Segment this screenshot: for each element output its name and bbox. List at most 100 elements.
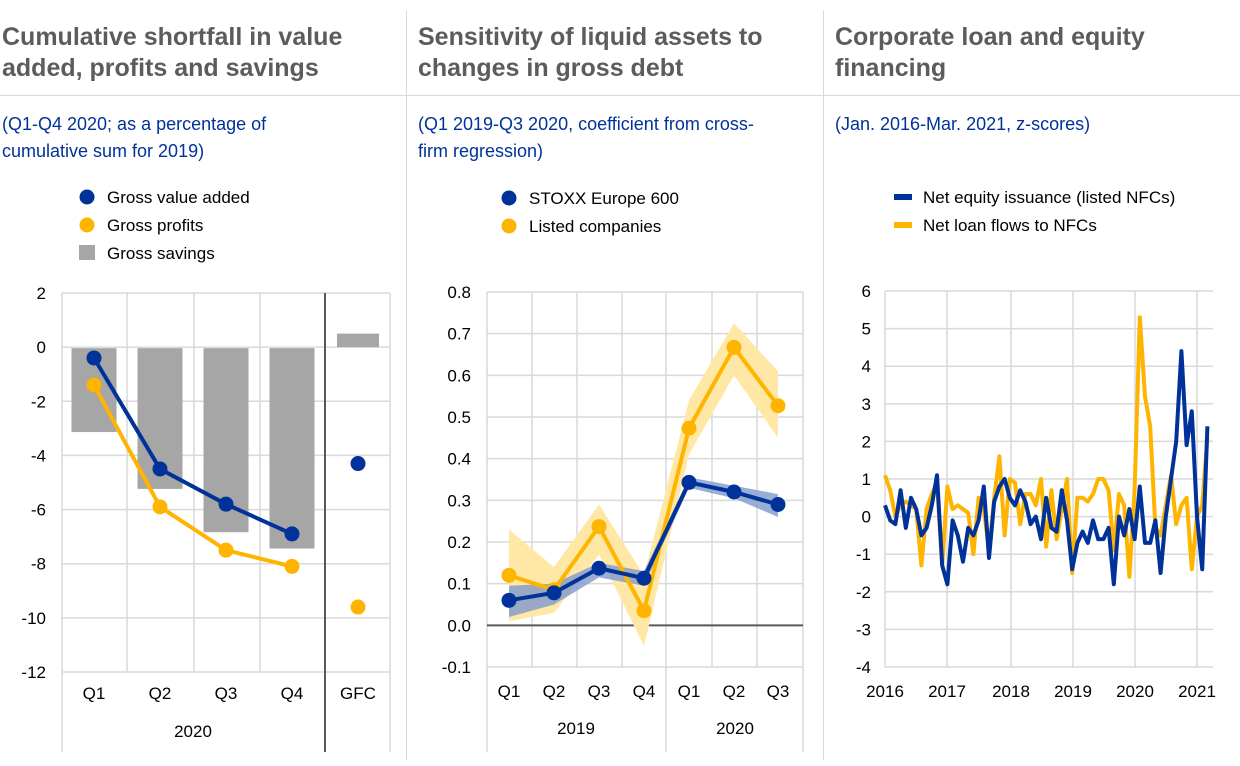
title-line: Corporate loan and equity bbox=[835, 23, 1145, 51]
data-point bbox=[501, 567, 517, 583]
panel-title: Cumulative shortfall in value added, pro… bbox=[2, 22, 342, 84]
panel-sensitivity: Sensitivity of liquid assets to changes … bbox=[418, 0, 823, 766]
x-tick-label: Q2 bbox=[149, 684, 172, 703]
x-tick-label: Q1 bbox=[678, 682, 701, 701]
data-point bbox=[770, 497, 786, 512]
x-tick-label: Q4 bbox=[633, 682, 656, 701]
data-point bbox=[152, 461, 168, 477]
data-point bbox=[636, 570, 652, 586]
y-tick-label: 2 bbox=[37, 284, 46, 303]
legend-label: Gross profits bbox=[107, 216, 203, 235]
data-point bbox=[726, 484, 742, 500]
y-tick-label: -2 bbox=[856, 583, 871, 602]
legend-label: Listed companies bbox=[529, 217, 661, 236]
confidence-band bbox=[509, 323, 778, 647]
divider bbox=[823, 10, 824, 760]
legend-marker-icon bbox=[894, 194, 912, 200]
y-tick-label: 0 bbox=[862, 508, 871, 527]
data-point bbox=[284, 558, 300, 574]
y-tick-label: -0.1 bbox=[442, 658, 471, 677]
y-tick-label: 0.7 bbox=[447, 325, 471, 344]
y-tick-label: 5 bbox=[862, 320, 871, 339]
subtitle-line: cumulative sum for 2019) bbox=[2, 141, 205, 161]
y-tick-label: 0.8 bbox=[447, 283, 471, 302]
x-tick-label: GFC bbox=[340, 684, 376, 703]
y-tick-label: -3 bbox=[856, 620, 871, 639]
panel-subtitle: (Jan. 2016-Mar. 2021, z-scores) bbox=[835, 111, 1090, 138]
y-tick-label: -6 bbox=[31, 501, 46, 520]
x-group-label: 2019 bbox=[557, 719, 595, 738]
x-tick-label: Q2 bbox=[723, 682, 746, 701]
subtitle-line: firm regression) bbox=[418, 141, 544, 161]
data-point bbox=[218, 542, 234, 558]
legend-label: STOXX Europe 600 bbox=[529, 189, 679, 208]
x-tick-label: 2020 bbox=[1116, 682, 1154, 701]
x-tick-label: 2016 bbox=[866, 682, 904, 701]
data-point bbox=[591, 519, 607, 535]
divider bbox=[406, 10, 407, 760]
y-tick-label: 0.6 bbox=[447, 366, 471, 385]
legend-marker-icon bbox=[894, 222, 912, 228]
data-point bbox=[350, 599, 366, 615]
panel-loan-equity: Corporate loan and equity financing (Jan… bbox=[835, 0, 1240, 766]
y-tick-label: -4 bbox=[856, 658, 871, 677]
data-point bbox=[501, 592, 517, 608]
legend-marker-icon bbox=[79, 217, 95, 233]
legend-label: Net loan flows to NFCs bbox=[923, 216, 1097, 235]
subtitle-line: (Jan. 2016-Mar. 2021, z-scores) bbox=[835, 114, 1091, 134]
y-tick-label: 6 bbox=[862, 282, 871, 301]
y-tick-label: 2 bbox=[862, 432, 871, 451]
x-tick-label: Q1 bbox=[498, 682, 521, 701]
data-point bbox=[350, 456, 366, 472]
panel-title: Sensitivity of liquid assets to changes … bbox=[418, 22, 763, 84]
y-tick-label: -1 bbox=[856, 545, 871, 564]
subtitle-line: (Q1 2019-Q3 2020, coefficient from cross… bbox=[418, 114, 754, 134]
x-tick-label: Q3 bbox=[215, 684, 238, 703]
legend-marker-icon bbox=[79, 245, 95, 260]
x-tick-label: 2019 bbox=[1054, 682, 1092, 701]
data-point bbox=[546, 585, 562, 601]
legend-marker-icon bbox=[501, 190, 517, 206]
series-line-net-equity-issuance bbox=[883, 349, 1210, 587]
y-tick-label: 3 bbox=[862, 395, 871, 414]
x-tick-label: Q3 bbox=[767, 682, 790, 701]
title-line: changes in gross debt bbox=[418, 54, 684, 82]
data-point bbox=[726, 339, 742, 355]
panel-subtitle: (Q1 2019-Q3 2020, coefficient from cross… bbox=[418, 111, 754, 165]
data-point bbox=[152, 499, 168, 515]
title-line: added, profits and savings bbox=[2, 54, 319, 82]
x-tick-label: 2021 bbox=[1178, 682, 1216, 701]
data-point bbox=[284, 526, 300, 542]
title-line: Cumulative shortfall in value bbox=[2, 23, 343, 51]
y-tick-label: 0.3 bbox=[447, 491, 471, 510]
y-tick-label: 0.0 bbox=[447, 616, 471, 635]
legend-label: Gross savings bbox=[107, 244, 215, 263]
x-tick-label: Q3 bbox=[588, 682, 611, 701]
x-group-label: 2020 bbox=[716, 719, 754, 738]
y-tick-label: -10 bbox=[21, 609, 46, 628]
series-line-gross-profits bbox=[92, 384, 293, 569]
x-group-label: 2020 bbox=[174, 722, 212, 741]
series-line-gross-value-added bbox=[92, 356, 293, 536]
data-point bbox=[681, 474, 697, 490]
y-tick-label: 4 bbox=[862, 357, 871, 376]
x-tick-label: Q1 bbox=[83, 684, 106, 703]
bar-gross-savings bbox=[269, 348, 315, 549]
data-point bbox=[86, 350, 102, 366]
y-tick-label: -4 bbox=[31, 446, 46, 465]
data-point bbox=[636, 603, 652, 619]
legend-label: Net equity issuance (listed NFCs) bbox=[923, 188, 1175, 207]
x-tick-label: 2017 bbox=[928, 682, 966, 701]
x-tick-label: Q2 bbox=[543, 682, 566, 701]
panel-title: Corporate loan and equity financing bbox=[835, 22, 1145, 84]
data-point bbox=[770, 398, 786, 414]
y-tick-label: 1 bbox=[862, 470, 871, 489]
panel-subtitle: (Q1-Q4 2020; as a percentage of cumulati… bbox=[2, 111, 266, 165]
subtitle-line: (Q1-Q4 2020; as a percentage of bbox=[2, 114, 267, 134]
y-tick-label: 0.2 bbox=[447, 533, 471, 552]
bar-gross-savings bbox=[337, 333, 379, 348]
legend-marker-icon bbox=[79, 189, 95, 205]
legend-label: Gross value added bbox=[107, 188, 250, 207]
data-point bbox=[86, 377, 102, 393]
